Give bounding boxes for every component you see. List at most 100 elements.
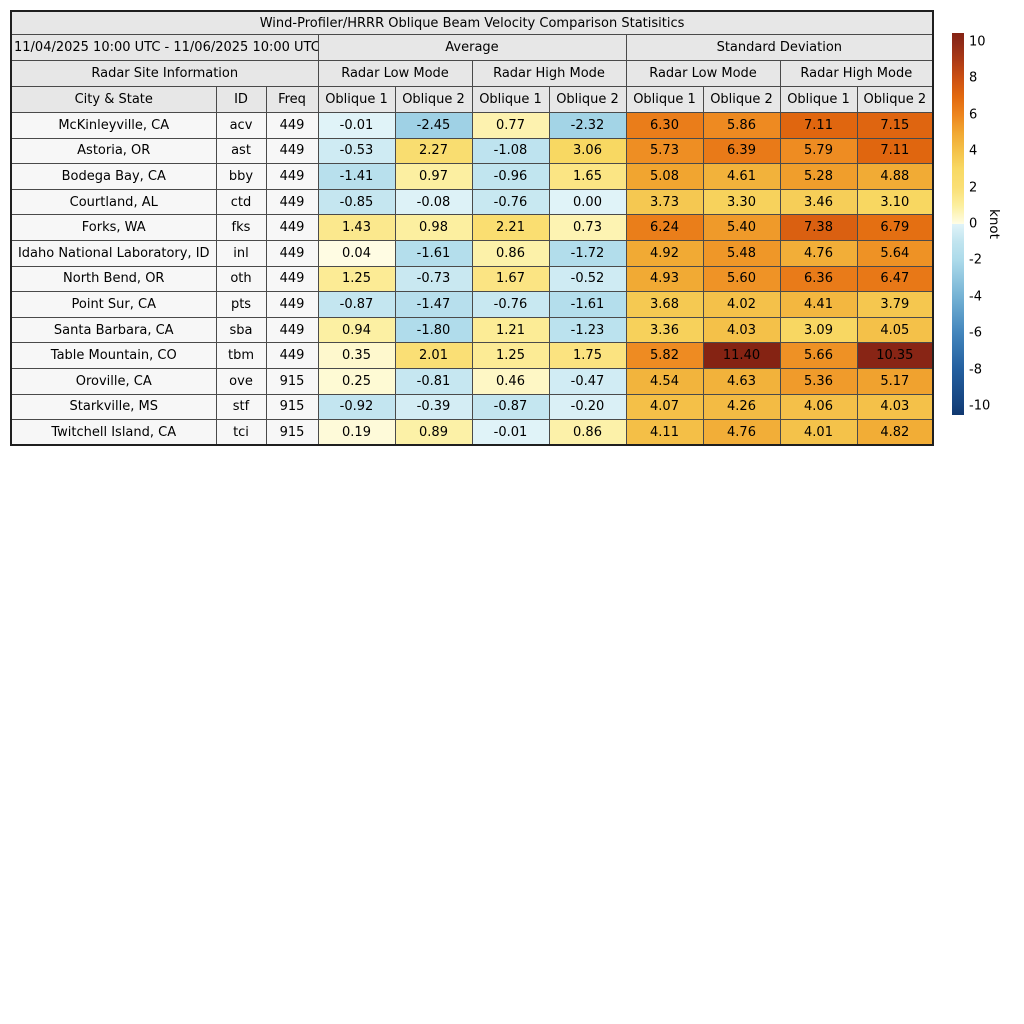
value-cell: -0.87 xyxy=(317,291,396,318)
table-body: McKinleyville, CA acv 449 -0.01 -2.45 0.77 -2.… xyxy=(10,112,934,446)
value-cell: -0.01 xyxy=(317,112,396,139)
site-id-cell: inl xyxy=(215,239,267,267)
value-cell: 0.04 xyxy=(317,239,396,267)
value-cell: 5.60 xyxy=(702,265,781,293)
value-cell: 5.64 xyxy=(856,239,934,267)
colorbar-tick: -6 xyxy=(969,325,982,341)
col-oblique: Oblique 2 xyxy=(856,86,934,113)
city-cell: Table Mountain, CO xyxy=(10,342,217,369)
city-cell: Courtland, AL xyxy=(10,188,217,216)
value-cell: -0.52 xyxy=(548,265,627,293)
site-id-cell: ast xyxy=(215,137,267,165)
subgroup-std-high-mode: Radar High Mode xyxy=(779,60,934,87)
title-row: Wind-Profiler/HRRR Oblique Beam Velocity… xyxy=(10,10,934,35)
value-cell: -0.92 xyxy=(317,393,396,421)
city-cell: North Bend, OR xyxy=(10,265,217,293)
value-cell: 5.79 xyxy=(779,137,858,165)
value-cell: 0.77 xyxy=(471,112,550,139)
value-cell: 0.98 xyxy=(394,214,473,241)
city-cell: Forks, WA xyxy=(10,214,217,241)
table-row: Santa Barbara, CA sba 449 0.94 -1.80 1.21 -1.2… xyxy=(10,316,934,344)
table-row: Idaho National Laboratory, ID inl 449 0.04 -… xyxy=(10,239,934,267)
col-id: ID xyxy=(215,86,267,113)
site-id-cell: oth xyxy=(215,265,267,293)
table-header: Wind-Profiler/HRRR Oblique Beam Velocity… xyxy=(10,10,934,113)
value-cell: 4.76 xyxy=(779,239,858,267)
city-cell: Bodega Bay, CA xyxy=(10,163,217,190)
colorbar xyxy=(952,33,964,415)
value-cell: -2.45 xyxy=(394,112,473,139)
value-cell: 4.26 xyxy=(702,393,781,421)
value-cell: 3.46 xyxy=(779,188,858,216)
column-header-row: City & State ID Freq Oblique 1 Oblique 2… xyxy=(10,86,934,113)
value-cell: -0.20 xyxy=(548,393,627,421)
col-freq: Freq xyxy=(265,86,319,113)
value-cell: 1.75 xyxy=(548,342,627,369)
table-row: Twitchell Island, CA tci 915 0.19 0.89 -0.01 0… xyxy=(10,419,934,446)
table-row: McKinleyville, CA acv 449 -0.01 -2.45 0.77 -2.… xyxy=(10,112,934,139)
value-cell: -1.80 xyxy=(394,316,473,344)
value-cell: -1.72 xyxy=(548,239,627,267)
colorbar-tick: -2 xyxy=(969,252,982,268)
freq-cell: 915 xyxy=(265,367,319,395)
col-oblique: Oblique 1 xyxy=(317,86,396,113)
col-oblique: Oblique 1 xyxy=(471,86,550,113)
value-cell: 4.03 xyxy=(702,316,781,344)
value-cell: -0.76 xyxy=(471,188,550,216)
value-cell: 7.15 xyxy=(856,112,934,139)
value-cell: 4.11 xyxy=(625,419,704,446)
freq-cell: 449 xyxy=(265,316,319,344)
table-row: Astoria, OR ast 449 -0.53 2.27 -1.08 3.06 5.73 6… xyxy=(10,137,934,165)
freq-cell: 915 xyxy=(265,393,319,421)
value-cell: 1.25 xyxy=(317,265,396,293)
col-oblique: Oblique 1 xyxy=(779,86,858,113)
value-cell: -0.73 xyxy=(394,265,473,293)
table-row: North Bend, OR oth 449 1.25 -0.73 1.67 -0.52 4.… xyxy=(10,265,934,293)
value-cell: 4.02 xyxy=(702,291,781,318)
value-cell: -0.87 xyxy=(471,393,550,421)
stats-table: Wind-Profiler/HRRR Oblique Beam Velocity… xyxy=(10,10,935,447)
subgroup-std-low-mode: Radar Low Mode xyxy=(625,60,781,87)
freq-cell: 449 xyxy=(265,265,319,293)
value-cell: 6.30 xyxy=(625,112,704,139)
value-cell: 7.38 xyxy=(779,214,858,241)
value-cell: 4.05 xyxy=(856,316,934,344)
value-cell: 5.17 xyxy=(856,367,934,395)
subgroup-avg-low-mode: Radar Low Mode xyxy=(317,60,473,87)
table-row: Forks, WA fks 449 1.43 0.98 2.21 0.73 6.24 5.40 7… xyxy=(10,214,934,241)
freq-cell: 449 xyxy=(265,163,319,190)
colorbar-tick: 10 xyxy=(969,34,986,50)
value-cell: 4.01 xyxy=(779,419,858,446)
subgroup-site-info: Radar Site Information xyxy=(10,60,319,87)
value-cell: -2.32 xyxy=(548,112,627,139)
value-cell: 0.00 xyxy=(548,188,627,216)
col-oblique: Oblique 2 xyxy=(548,86,627,113)
value-cell: 0.94 xyxy=(317,316,396,344)
colorbar-tick: 6 xyxy=(969,107,978,123)
value-cell: 2.27 xyxy=(394,137,473,165)
value-cell: -1.47 xyxy=(394,291,473,318)
value-cell: 4.07 xyxy=(625,393,704,421)
value-cell: 11.40 xyxy=(702,342,781,369)
value-cell: 0.19 xyxy=(317,419,396,446)
value-cell: 6.79 xyxy=(856,214,934,241)
value-cell: 1.43 xyxy=(317,214,396,241)
value-cell: 6.47 xyxy=(856,265,934,293)
city-cell: McKinleyville, CA xyxy=(10,112,217,139)
site-id-cell: ctd xyxy=(215,188,267,216)
value-cell: -0.76 xyxy=(471,291,550,318)
city-cell: Idaho National Laboratory, ID xyxy=(10,239,217,267)
city-cell: Twitchell Island, CA xyxy=(10,419,217,446)
value-cell: 0.86 xyxy=(548,419,627,446)
value-cell: 3.36 xyxy=(625,316,704,344)
value-cell: 0.73 xyxy=(548,214,627,241)
value-cell: 10.35 xyxy=(856,342,934,369)
col-oblique: Oblique 1 xyxy=(625,86,704,113)
value-cell: 1.25 xyxy=(471,342,550,369)
freq-cell: 449 xyxy=(265,239,319,267)
site-id-cell: pts xyxy=(215,291,267,318)
value-cell: 3.30 xyxy=(702,188,781,216)
subgroup-avg-high-mode: Radar High Mode xyxy=(471,60,627,87)
city-cell: Santa Barbara, CA xyxy=(10,316,217,344)
